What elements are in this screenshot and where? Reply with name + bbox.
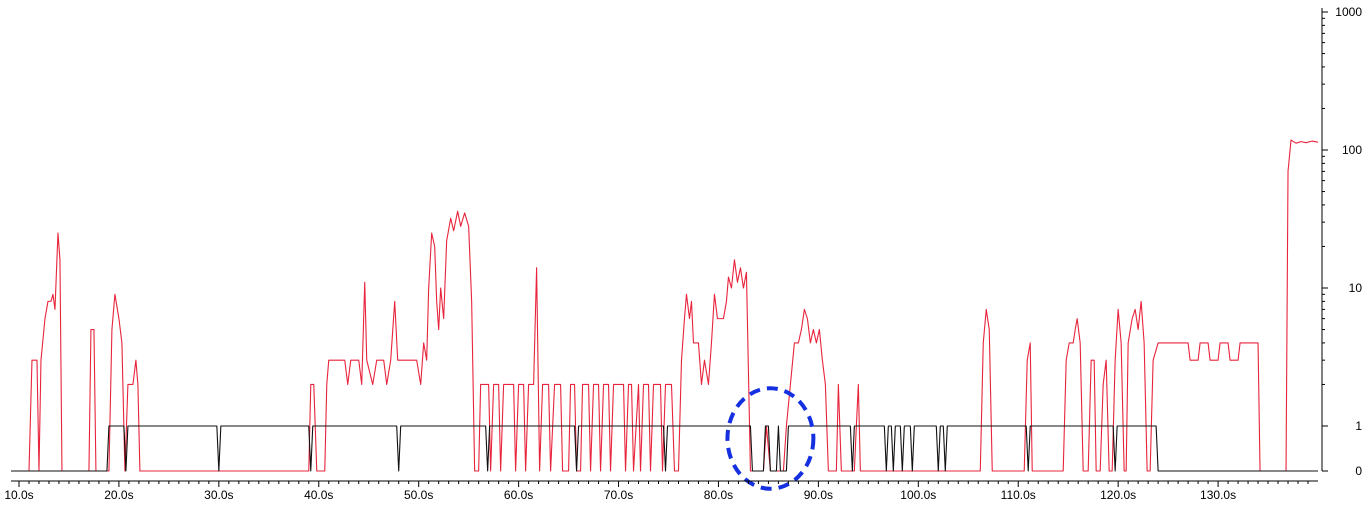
x-tick-label: 40.0s <box>304 488 333 502</box>
x-tick-label: 20.0s <box>104 488 133 502</box>
y-tick-label: 100 <box>1342 143 1362 157</box>
series-line-2 <box>11 425 1318 472</box>
x-tick-label: 50.0s <box>404 488 433 502</box>
x-tick-label: 90.0s <box>804 488 833 502</box>
x-tick-label: 10.0s <box>4 488 33 502</box>
dashed-circle-annotation-1 <box>725 386 816 491</box>
annotation-layer <box>725 386 816 491</box>
y-tick-label: 1 <box>1355 419 1362 433</box>
x-tick-label: 80.0s <box>704 488 733 502</box>
series-line-1 <box>11 139 1319 472</box>
y-tick-label: 1000 <box>1335 5 1362 19</box>
x-tick-label: 130.0s <box>1200 488 1236 502</box>
y-tick-label: 10 <box>1349 281 1363 295</box>
x-axis: 10.0s 20.0s 30.0s 40.0s 50.0s 60.0s 70.0s 80.0s… <box>4 480 1318 502</box>
x-tick-label: 100.0s <box>900 488 936 502</box>
x-tick-label: 70.0s <box>604 488 633 502</box>
x-tick-label: 120.0s <box>1100 488 1136 502</box>
x-tick-label: 60.0s <box>504 488 533 502</box>
series-layer <box>11 139 1319 472</box>
x-tick-label: 110.0s <box>1001 488 1036 502</box>
y-tick-label: 0 <box>1355 464 1362 478</box>
y-axis: 0 1 10 100 1000 <box>1321 5 1363 478</box>
x-tick-label: 30.0s <box>204 488 233 502</box>
